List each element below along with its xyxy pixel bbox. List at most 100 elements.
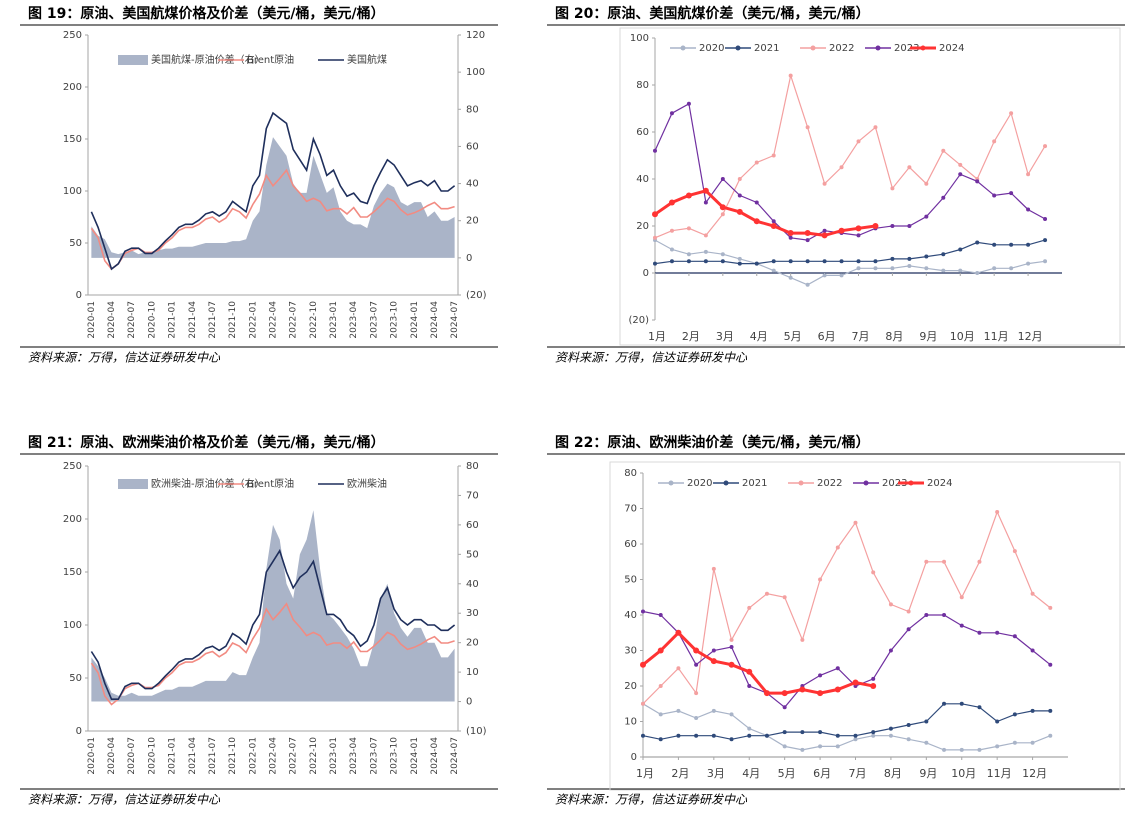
point bbox=[658, 737, 663, 742]
legend-label: 欧洲柴油-原油价差（右） bbox=[151, 477, 265, 490]
point bbox=[992, 193, 997, 198]
x-tick-label: 2020-10 bbox=[147, 737, 157, 775]
point bbox=[818, 730, 823, 735]
y-tick-label: 0 bbox=[76, 290, 82, 301]
point bbox=[719, 204, 726, 211]
point bbox=[675, 629, 682, 636]
point bbox=[888, 726, 893, 731]
y-tick-label: 80 bbox=[636, 80, 649, 91]
point bbox=[805, 259, 810, 264]
point bbox=[782, 705, 787, 710]
x-tick-label: 2024-01 bbox=[410, 737, 420, 775]
y-tick-label: 0 bbox=[631, 752, 637, 763]
plot-frame bbox=[619, 27, 1121, 346]
point bbox=[668, 199, 675, 206]
point bbox=[747, 726, 752, 731]
legend-label: 2020 bbox=[687, 478, 712, 489]
point bbox=[856, 266, 861, 271]
x-tick-label: 2021-01 bbox=[168, 737, 178, 775]
x-tick-label: 2023-04 bbox=[349, 737, 359, 775]
point bbox=[890, 186, 895, 191]
point bbox=[711, 566, 716, 571]
point bbox=[693, 647, 700, 654]
x-tick-label: 2024-04 bbox=[430, 737, 440, 775]
point bbox=[686, 101, 691, 106]
point bbox=[800, 730, 805, 735]
legend-marker bbox=[668, 480, 674, 486]
x-tick-label: 2023-10 bbox=[390, 737, 400, 775]
x-tick-label: 7月 bbox=[852, 330, 870, 343]
point bbox=[907, 165, 912, 170]
point bbox=[787, 230, 794, 237]
x-tick-label: 2020-04 bbox=[107, 301, 117, 339]
point bbox=[906, 627, 911, 632]
point bbox=[924, 740, 929, 745]
y2-tick-label: 70 bbox=[466, 490, 479, 501]
point bbox=[653, 261, 657, 266]
y-tick-label: 10 bbox=[624, 717, 637, 728]
point bbox=[818, 744, 823, 749]
x-tick-label: 2022-07 bbox=[289, 301, 299, 339]
point bbox=[1026, 172, 1031, 177]
point bbox=[754, 261, 759, 266]
x-tick-label: 2020-04 bbox=[107, 737, 117, 775]
point bbox=[818, 577, 823, 582]
point bbox=[835, 733, 840, 738]
point bbox=[781, 690, 788, 697]
point bbox=[676, 666, 681, 671]
point bbox=[657, 647, 664, 654]
point bbox=[992, 242, 997, 247]
point bbox=[959, 595, 964, 600]
point bbox=[888, 733, 893, 738]
point bbox=[737, 261, 742, 266]
x-tick-label: 2022-04 bbox=[269, 737, 279, 775]
point bbox=[703, 259, 708, 264]
point bbox=[1030, 591, 1035, 596]
price-line bbox=[90, 548, 456, 700]
point bbox=[907, 224, 912, 228]
point bbox=[822, 259, 827, 264]
point bbox=[770, 223, 777, 229]
x-tick-label: 9月 bbox=[919, 767, 937, 780]
point bbox=[799, 686, 806, 693]
point bbox=[669, 259, 674, 264]
point bbox=[839, 259, 844, 264]
x-tick-label: 2020-01 bbox=[87, 737, 97, 775]
point bbox=[873, 266, 878, 271]
y-tick-label: 50 bbox=[69, 673, 82, 684]
point bbox=[747, 733, 752, 738]
x-tick-label: 2021-01 bbox=[168, 301, 178, 339]
point bbox=[737, 193, 742, 198]
point bbox=[821, 232, 828, 239]
point bbox=[703, 233, 708, 238]
point bbox=[711, 648, 716, 653]
point bbox=[788, 259, 793, 264]
point bbox=[686, 252, 691, 257]
legend-label: 美国航煤-原油价差（右） bbox=[151, 53, 265, 66]
y2-tick-label: 40 bbox=[466, 579, 479, 590]
spread-area bbox=[91, 137, 455, 258]
point bbox=[1009, 242, 1014, 247]
point bbox=[924, 181, 929, 186]
point bbox=[685, 192, 692, 199]
point bbox=[676, 733, 681, 738]
point bbox=[658, 712, 663, 717]
point bbox=[977, 705, 982, 710]
y2-tick-label: 80 bbox=[466, 461, 479, 472]
point bbox=[888, 648, 893, 653]
point bbox=[1048, 733, 1053, 738]
point bbox=[754, 200, 759, 205]
y2-tick-label: 0 bbox=[466, 697, 472, 708]
source-note: 资料来源：万得，信达证券研发中心 bbox=[28, 793, 221, 807]
point bbox=[907, 256, 912, 261]
point bbox=[871, 733, 876, 738]
year-line bbox=[642, 610, 1051, 709]
point bbox=[871, 570, 876, 575]
year-line bbox=[654, 102, 1046, 241]
point bbox=[924, 719, 929, 724]
point bbox=[694, 662, 699, 667]
legend-marker bbox=[798, 480, 804, 486]
y2-tick-label: 40 bbox=[466, 179, 479, 190]
x-tick-label: 2020-10 bbox=[147, 301, 157, 339]
y2-tick-label: 20 bbox=[466, 216, 479, 227]
